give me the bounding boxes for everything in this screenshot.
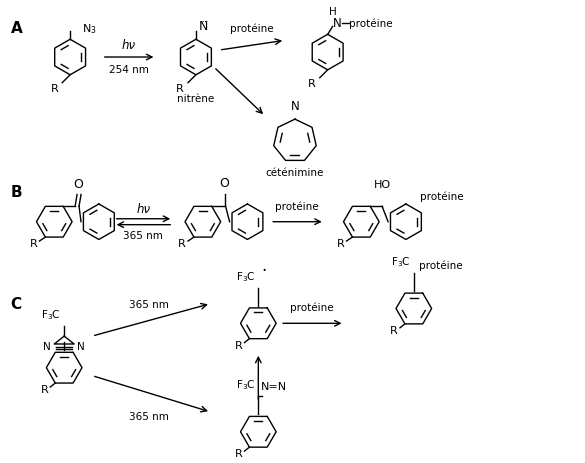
Text: 254 nm: 254 nm xyxy=(109,65,149,75)
Text: R: R xyxy=(235,449,242,459)
Text: R: R xyxy=(50,84,58,94)
Text: R: R xyxy=(40,385,48,395)
Text: N̈: N̈ xyxy=(199,20,208,33)
Text: A: A xyxy=(11,20,22,36)
Text: H: H xyxy=(329,6,336,17)
Text: R: R xyxy=(336,239,345,249)
Text: 365 nm: 365 nm xyxy=(129,300,169,311)
Text: R: R xyxy=(176,84,184,94)
Text: ·: · xyxy=(261,262,267,280)
Text: céténimine: céténimine xyxy=(266,169,324,178)
Text: 365 nm: 365 nm xyxy=(129,412,169,422)
Text: N=N: N=N xyxy=(261,382,287,392)
Text: R: R xyxy=(308,79,316,88)
Text: O: O xyxy=(73,178,83,191)
Text: protéine: protéine xyxy=(290,303,333,313)
Text: protéine: protéine xyxy=(229,24,273,34)
Text: hν: hν xyxy=(136,203,150,216)
Text: R: R xyxy=(390,326,398,336)
Text: N: N xyxy=(291,100,300,113)
Text: hν: hν xyxy=(122,39,136,52)
Text: N: N xyxy=(77,342,85,352)
Text: F$_3$C: F$_3$C xyxy=(391,255,411,269)
Text: protéine: protéine xyxy=(275,201,319,212)
Text: HO: HO xyxy=(374,180,391,189)
Text: N$_3$: N$_3$ xyxy=(82,23,97,36)
Text: F$_3$C: F$_3$C xyxy=(42,308,61,322)
Text: N: N xyxy=(43,342,51,352)
Text: Ȯ: Ȯ xyxy=(220,176,229,189)
Text: protéine: protéine xyxy=(419,261,462,271)
Text: R: R xyxy=(30,239,37,249)
Text: C: C xyxy=(11,297,22,312)
Text: F$_3$C: F$_3$C xyxy=(236,270,256,284)
Text: B: B xyxy=(11,185,22,200)
Text: protéine: protéine xyxy=(349,18,393,29)
Text: R: R xyxy=(235,341,242,350)
Text: nitrène: nitrène xyxy=(177,94,215,105)
Text: protéine: protéine xyxy=(420,191,463,202)
Text: R: R xyxy=(178,239,186,249)
Text: F$_3$C: F$_3$C xyxy=(236,379,256,392)
Text: 365 nm: 365 nm xyxy=(123,231,163,240)
Text: N: N xyxy=(333,17,342,30)
